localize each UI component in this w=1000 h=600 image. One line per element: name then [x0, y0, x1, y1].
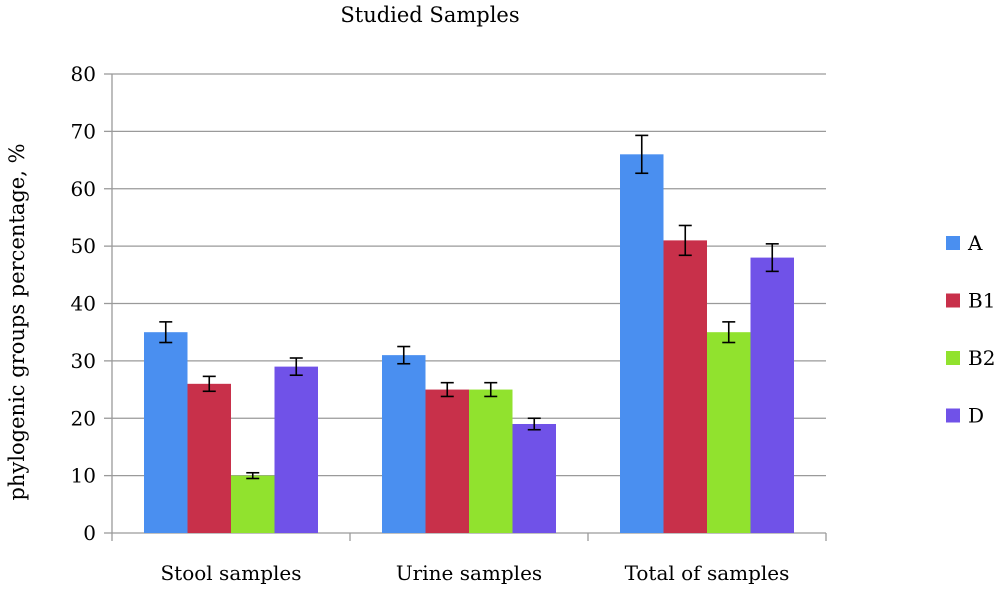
bar-b2-stool [231, 475, 275, 533]
bar-a-stool [144, 332, 188, 533]
y-tick-label: 80 [71, 62, 96, 86]
legend-swatch-b2 [946, 351, 960, 365]
bars [144, 154, 794, 533]
bar-a-urine [382, 355, 426, 533]
legend-label-a: A [967, 231, 983, 255]
x-tick-label: Stool samples [160, 561, 301, 585]
y-tick-label: 70 [71, 119, 96, 143]
bar-b1-total [663, 240, 707, 533]
legend-swatch-d [946, 408, 960, 423]
legend: A B1 B2 D [946, 231, 995, 428]
y-tick-label: 0 [83, 521, 96, 545]
legend-swatch-b1 [946, 293, 960, 308]
bar-b2-urine [469, 389, 513, 533]
bar-d-total [750, 257, 794, 533]
y-tick-label: 50 [71, 234, 96, 258]
y-tick-label: 30 [71, 349, 96, 373]
bar-d-stool [274, 366, 318, 533]
y-tick-label: 40 [71, 292, 96, 316]
bar-b1-stool [187, 383, 231, 533]
legend-label-b1: B1 [968, 289, 995, 313]
y-tick-label: 20 [71, 406, 96, 430]
bar-b2-total [707, 332, 751, 533]
legend-label-d: D [968, 404, 984, 428]
bar-d-urine [512, 423, 556, 533]
y-tick-labels: 0 10 20 30 40 50 60 70 80 [71, 62, 96, 545]
chart-title: Studied Samples [340, 3, 519, 27]
bar-b1-urine [425, 389, 469, 533]
y-tick-label: 10 [71, 464, 96, 488]
bar-a-total [620, 154, 664, 533]
x-tick-label: Total of samples [625, 561, 790, 585]
x-tick-label: Urine samples [396, 561, 542, 585]
x-tick-labels: Stool samples Urine samples Total of sampl… [160, 561, 789, 585]
y-axis-label: phylogenic groups percentage, % [5, 143, 29, 500]
legend-swatch-a [946, 236, 960, 250]
legend-label-b2: B2 [968, 346, 995, 370]
y-tick-label: 60 [71, 177, 96, 201]
error-bars [159, 134, 779, 480]
